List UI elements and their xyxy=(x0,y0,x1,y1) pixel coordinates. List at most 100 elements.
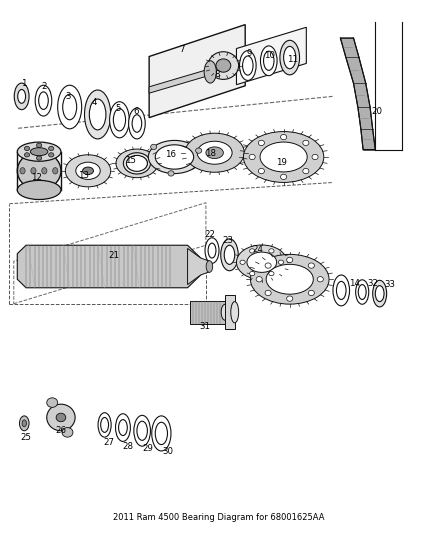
Ellipse shape xyxy=(127,156,148,171)
Ellipse shape xyxy=(287,257,293,263)
Ellipse shape xyxy=(85,90,111,139)
Ellipse shape xyxy=(303,140,309,146)
Ellipse shape xyxy=(116,149,158,177)
Text: 8: 8 xyxy=(214,70,219,78)
Ellipse shape xyxy=(250,271,255,276)
Ellipse shape xyxy=(56,413,66,422)
Polygon shape xyxy=(225,295,235,329)
Ellipse shape xyxy=(185,133,244,172)
Ellipse shape xyxy=(47,404,75,431)
Ellipse shape xyxy=(39,92,48,109)
Ellipse shape xyxy=(240,51,256,80)
Text: 31: 31 xyxy=(200,321,211,330)
Text: 14: 14 xyxy=(349,279,360,288)
Ellipse shape xyxy=(308,263,314,268)
Text: 32: 32 xyxy=(367,279,378,288)
Ellipse shape xyxy=(264,51,274,70)
Circle shape xyxy=(42,167,47,174)
Ellipse shape xyxy=(89,99,106,130)
Ellipse shape xyxy=(308,290,314,296)
Ellipse shape xyxy=(98,413,111,437)
Text: 28: 28 xyxy=(123,442,134,451)
Ellipse shape xyxy=(208,52,239,79)
Ellipse shape xyxy=(303,168,309,174)
Ellipse shape xyxy=(224,245,235,264)
Ellipse shape xyxy=(116,414,131,441)
Ellipse shape xyxy=(204,61,216,83)
Polygon shape xyxy=(187,248,209,285)
Text: 7: 7 xyxy=(179,45,185,54)
Text: 5: 5 xyxy=(115,103,120,112)
Ellipse shape xyxy=(269,271,274,276)
Ellipse shape xyxy=(30,148,48,156)
Polygon shape xyxy=(17,245,201,288)
Polygon shape xyxy=(149,25,245,118)
Ellipse shape xyxy=(25,153,30,157)
Polygon shape xyxy=(237,27,306,85)
Ellipse shape xyxy=(63,94,77,120)
Ellipse shape xyxy=(155,145,194,169)
Ellipse shape xyxy=(127,156,148,171)
Ellipse shape xyxy=(62,427,73,437)
Ellipse shape xyxy=(281,134,287,140)
Ellipse shape xyxy=(110,102,129,138)
Ellipse shape xyxy=(36,156,42,160)
Polygon shape xyxy=(340,38,375,150)
Ellipse shape xyxy=(17,180,61,199)
Ellipse shape xyxy=(279,260,284,264)
Ellipse shape xyxy=(260,142,307,172)
Ellipse shape xyxy=(14,83,29,110)
Ellipse shape xyxy=(148,140,201,174)
Ellipse shape xyxy=(258,168,265,174)
Ellipse shape xyxy=(250,249,255,253)
Text: 12: 12 xyxy=(31,173,42,182)
Ellipse shape xyxy=(119,419,127,435)
Circle shape xyxy=(53,167,58,174)
Ellipse shape xyxy=(36,143,42,148)
Ellipse shape xyxy=(82,167,93,174)
Text: 29: 29 xyxy=(143,444,154,453)
Ellipse shape xyxy=(22,420,26,427)
Ellipse shape xyxy=(333,275,350,306)
Ellipse shape xyxy=(247,252,277,272)
Ellipse shape xyxy=(287,296,293,301)
Text: 1: 1 xyxy=(21,78,26,87)
Ellipse shape xyxy=(251,254,329,304)
Ellipse shape xyxy=(243,56,253,75)
Ellipse shape xyxy=(65,155,111,187)
Ellipse shape xyxy=(17,152,61,190)
Text: 11: 11 xyxy=(287,55,298,63)
Polygon shape xyxy=(190,301,225,324)
Ellipse shape xyxy=(49,153,54,157)
Ellipse shape xyxy=(373,280,387,307)
Ellipse shape xyxy=(237,245,287,279)
Text: 4: 4 xyxy=(92,98,97,107)
Ellipse shape xyxy=(206,147,223,159)
Text: 21: 21 xyxy=(109,252,120,260)
Ellipse shape xyxy=(280,41,300,75)
Polygon shape xyxy=(149,69,210,93)
Ellipse shape xyxy=(312,155,318,160)
Ellipse shape xyxy=(196,148,202,154)
Ellipse shape xyxy=(35,85,52,116)
Ellipse shape xyxy=(244,132,324,182)
Text: 16: 16 xyxy=(166,150,177,159)
Ellipse shape xyxy=(18,90,25,103)
Ellipse shape xyxy=(25,147,30,151)
Ellipse shape xyxy=(152,416,171,451)
Ellipse shape xyxy=(375,286,384,302)
Ellipse shape xyxy=(101,417,109,432)
Ellipse shape xyxy=(261,46,277,76)
Ellipse shape xyxy=(129,108,145,139)
Ellipse shape xyxy=(19,416,29,431)
Ellipse shape xyxy=(221,239,238,271)
Text: 18: 18 xyxy=(205,149,216,158)
Text: 30: 30 xyxy=(162,447,173,456)
Ellipse shape xyxy=(132,115,142,132)
Text: 10: 10 xyxy=(264,52,275,60)
Ellipse shape xyxy=(356,280,369,304)
Ellipse shape xyxy=(231,302,239,323)
Text: 2: 2 xyxy=(42,82,47,91)
Text: 22: 22 xyxy=(205,230,216,239)
Text: 3: 3 xyxy=(66,92,71,101)
